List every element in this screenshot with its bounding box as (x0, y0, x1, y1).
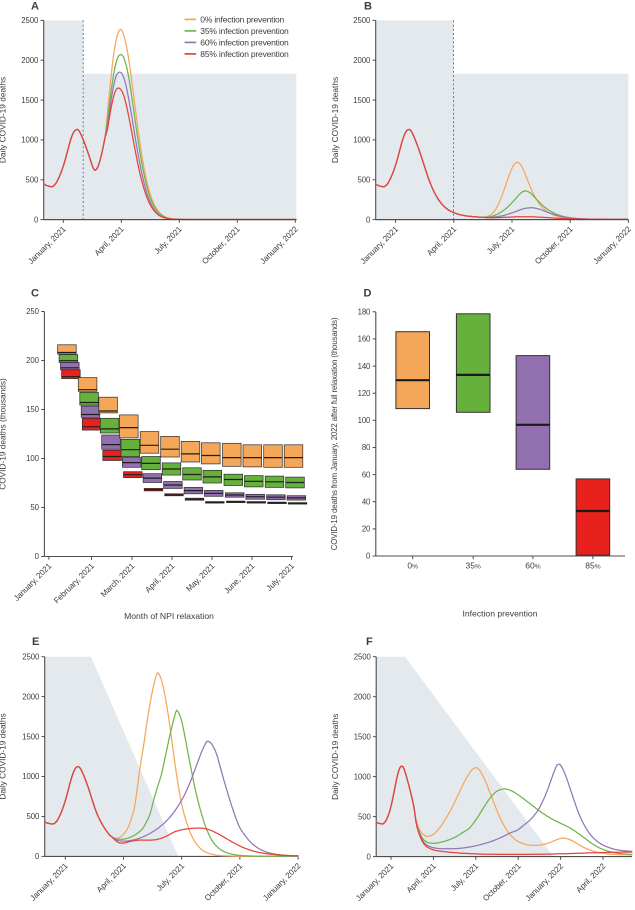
svg-text:0: 0 (366, 552, 371, 561)
svg-text:500: 500 (26, 812, 39, 821)
svg-text:500: 500 (25, 176, 38, 185)
svg-text:120: 120 (358, 389, 371, 398)
svg-text:0: 0 (34, 215, 39, 224)
svg-text:0: 0 (35, 852, 40, 861)
svg-text:2500: 2500 (354, 652, 372, 661)
svg-text:E: E (32, 636, 39, 648)
svg-text:F: F (366, 636, 373, 648)
svg-text:100: 100 (358, 416, 371, 425)
svg-text:85%: 85% (585, 561, 600, 571)
svg-text:35% infection prevention: 35% infection prevention (200, 26, 289, 36)
svg-text:0%: 0% (407, 561, 418, 571)
svg-text:COVID-19 deaths from January,: COVID-19 deaths from January, 2022 after… (330, 317, 339, 550)
svg-text:20: 20 (362, 525, 371, 534)
svg-text:COVID-19 deaths (thousands): COVID-19 deaths (thousands) (0, 378, 8, 490)
svg-text:0: 0 (366, 852, 371, 861)
svg-text:40: 40 (362, 497, 371, 506)
svg-text:1500: 1500 (354, 732, 372, 741)
svg-text:2500: 2500 (21, 16, 39, 25)
svg-text:50: 50 (30, 503, 39, 512)
svg-text:Daily COVID-19 deaths: Daily COVID-19 deaths (0, 713, 8, 799)
svg-text:B: B (364, 1, 372, 13)
svg-text:1500: 1500 (21, 96, 39, 105)
svg-text:2000: 2000 (22, 692, 40, 701)
svg-text:1000: 1000 (21, 136, 39, 145)
svg-text:0% infection prevention: 0% infection prevention (200, 14, 284, 24)
svg-text:2000: 2000 (354, 692, 372, 701)
svg-text:85% infection prevention: 85% infection prevention (200, 49, 289, 59)
svg-text:150: 150 (26, 405, 39, 414)
svg-text:60: 60 (362, 470, 371, 479)
svg-text:180: 180 (358, 308, 371, 317)
svg-text:2000: 2000 (21, 56, 39, 65)
svg-text:60%: 60% (525, 561, 540, 571)
svg-text:100: 100 (26, 454, 39, 463)
svg-text:0: 0 (35, 552, 40, 561)
svg-text:D: D (364, 288, 372, 300)
svg-text:Month of NPI relaxation: Month of NPI relaxation (124, 611, 214, 621)
svg-text:C: C (31, 288, 39, 300)
svg-text:200: 200 (26, 356, 39, 365)
svg-text:Daily COVID-19 deaths: Daily COVID-19 deaths (0, 77, 8, 163)
svg-text:60% infection prevention: 60% infection prevention (200, 37, 289, 47)
svg-text:A: A (31, 1, 39, 13)
svg-text:80: 80 (362, 443, 371, 452)
svg-text:500: 500 (358, 812, 371, 821)
svg-text:140: 140 (358, 362, 371, 371)
svg-text:2500: 2500 (22, 652, 40, 661)
svg-text:250: 250 (26, 307, 39, 316)
svg-text:Infection prevention: Infection prevention (462, 609, 537, 619)
svg-text:Daily COVID-19 deaths: Daily COVID-19 deaths (330, 77, 340, 163)
svg-text:0: 0 (366, 215, 371, 224)
svg-text:160: 160 (358, 335, 371, 344)
svg-text:2000: 2000 (353, 56, 371, 65)
svg-text:1500: 1500 (353, 96, 371, 105)
svg-text:2500: 2500 (353, 16, 371, 25)
svg-text:1000: 1000 (22, 772, 40, 781)
svg-text:35%: 35% (466, 561, 481, 571)
svg-text:1000: 1000 (353, 136, 371, 145)
svg-text:1500: 1500 (22, 732, 40, 741)
svg-text:500: 500 (357, 176, 370, 185)
svg-text:Daily COVID-19 deaths: Daily COVID-19 deaths (330, 714, 340, 800)
svg-text:1000: 1000 (354, 772, 372, 781)
